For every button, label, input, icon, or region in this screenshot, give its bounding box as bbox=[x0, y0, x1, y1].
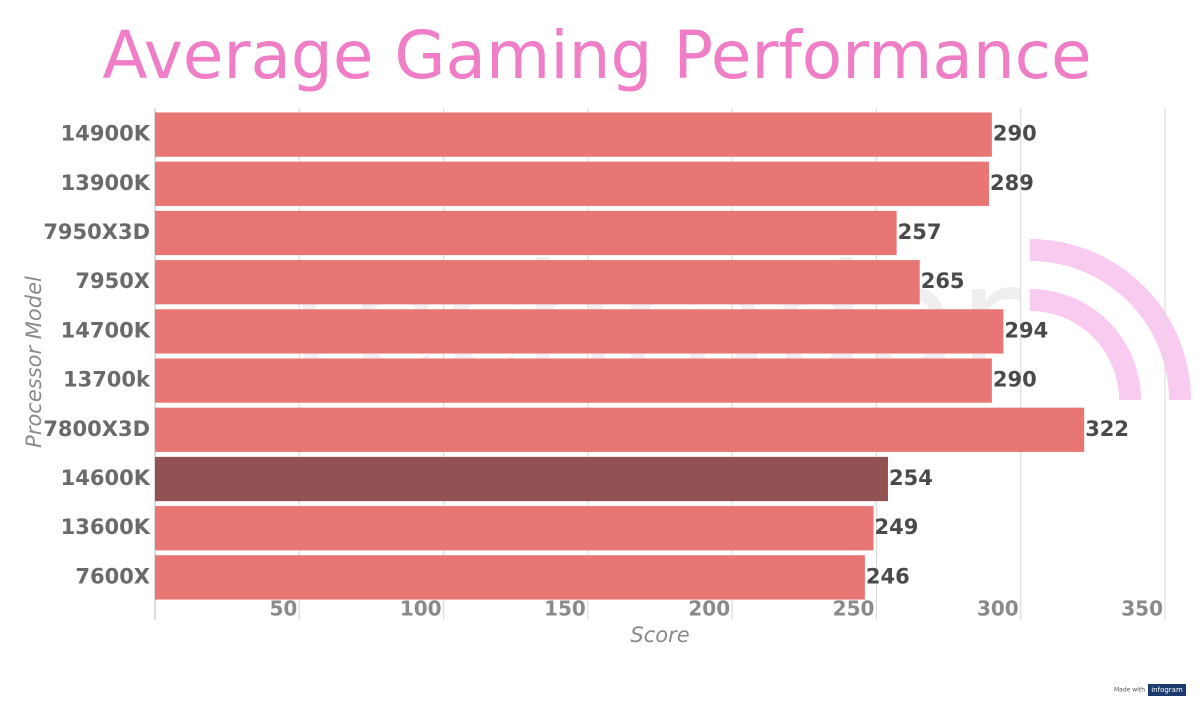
y-axis-label: Processor Model bbox=[22, 276, 46, 448]
credit-brand: infogram bbox=[1151, 686, 1183, 694]
credit-prefix: Made with bbox=[1114, 687, 1145, 694]
value-label: 322 bbox=[1085, 417, 1129, 441]
y-tick-label: 14600K bbox=[61, 466, 151, 490]
x-tick-label: 300 bbox=[977, 597, 1019, 621]
bar bbox=[155, 407, 1085, 452]
watermark-icon bbox=[1029, 239, 1191, 401]
value-label: 249 bbox=[875, 515, 919, 539]
x-tick-label: 100 bbox=[400, 597, 442, 621]
value-label: 294 bbox=[1004, 318, 1048, 342]
x-tick-label: 150 bbox=[544, 597, 586, 621]
x-tick-label: 200 bbox=[688, 597, 730, 621]
value-label: 257 bbox=[898, 220, 942, 244]
bar bbox=[155, 112, 992, 157]
bar bbox=[155, 555, 865, 600]
y-tick-label: 13600K bbox=[61, 515, 151, 539]
value-label: 290 bbox=[993, 368, 1037, 392]
y-tick-label: 14700K bbox=[61, 318, 151, 342]
y-tick-label: 7600X bbox=[75, 564, 150, 588]
bar bbox=[155, 309, 1004, 354]
bar bbox=[155, 210, 897, 256]
value-label: 254 bbox=[889, 466, 933, 490]
value-label: 289 bbox=[990, 171, 1034, 195]
bar bbox=[155, 260, 920, 305]
credit-badge bbox=[1148, 684, 1186, 696]
y-tick-label: 14900K bbox=[61, 122, 151, 146]
bar bbox=[155, 161, 989, 206]
value-label: 290 bbox=[993, 122, 1037, 146]
value-label: 265 bbox=[921, 269, 965, 293]
bar bbox=[155, 456, 888, 502]
x-tick-label: 50 bbox=[269, 597, 297, 621]
y-tick-label: 7950X bbox=[75, 269, 150, 293]
bar bbox=[155, 506, 874, 551]
x-axis-label: Score bbox=[630, 623, 689, 647]
chart-title: Average Gaming Performance bbox=[102, 17, 1091, 94]
x-tick-label: 250 bbox=[833, 597, 875, 621]
value-label: 246 bbox=[866, 564, 910, 588]
y-tick-label: 13700k bbox=[63, 368, 151, 392]
x-tick-label: 350 bbox=[1121, 597, 1163, 621]
bar bbox=[155, 358, 992, 403]
y-tick-label: 13900K bbox=[61, 171, 151, 195]
y-tick-label: 7950X3D bbox=[43, 220, 150, 244]
y-tick-label: 7800X3D bbox=[43, 417, 150, 441]
